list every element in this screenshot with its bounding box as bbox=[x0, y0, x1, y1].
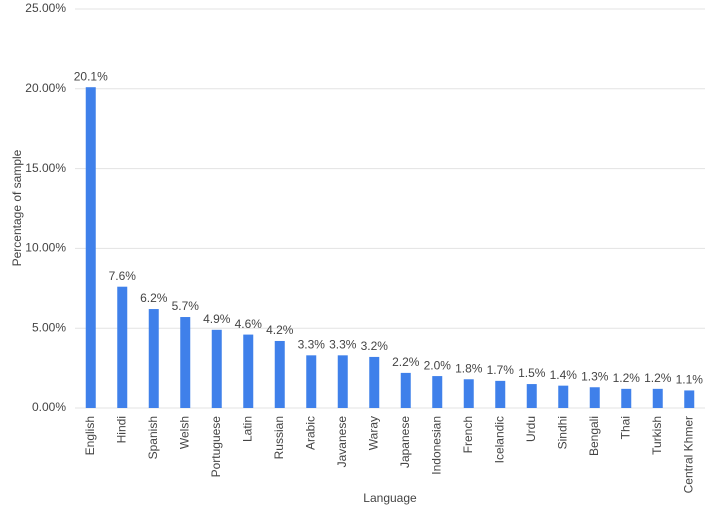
x-tick-label: Javanese bbox=[335, 416, 349, 468]
x-tick-label: Latin bbox=[240, 416, 254, 442]
x-tick-label: Japanese bbox=[398, 416, 412, 468]
x-tick-label: Indonesian bbox=[429, 416, 443, 475]
y-tick-label: 0.00% bbox=[32, 400, 66, 414]
value-label: 5.7% bbox=[172, 299, 200, 313]
value-label: 1.7% bbox=[487, 363, 515, 377]
x-axis-title: Language bbox=[363, 491, 417, 505]
y-tick-label: 15.00% bbox=[25, 161, 66, 175]
value-label: 4.6% bbox=[235, 317, 263, 331]
x-tick-label: Waray bbox=[366, 416, 380, 450]
value-label: 4.9% bbox=[203, 312, 231, 326]
value-label: 2.2% bbox=[392, 355, 420, 369]
y-axis-title: Percentage of sample bbox=[10, 149, 24, 266]
x-tick-label: Sindhi bbox=[555, 416, 569, 449]
bar bbox=[211, 329, 222, 408]
y-tick-label: 10.00% bbox=[25, 241, 66, 255]
x-tick-label: Arabic bbox=[303, 416, 317, 450]
bar bbox=[337, 355, 348, 408]
y-tick-label: 5.00% bbox=[32, 320, 66, 334]
y-tick-label: 25.00% bbox=[25, 1, 66, 15]
x-tick-label: Urdu bbox=[524, 416, 538, 442]
bar bbox=[621, 388, 632, 408]
bar bbox=[400, 372, 411, 408]
value-label: 1.2% bbox=[613, 371, 641, 385]
value-label: 6.2% bbox=[140, 291, 168, 305]
bar bbox=[589, 387, 600, 408]
x-tick-label: English bbox=[83, 416, 97, 455]
x-tick-label: Thai bbox=[618, 416, 632, 439]
x-tick-label: Icelandic bbox=[492, 416, 506, 463]
value-label: 20.1% bbox=[74, 69, 108, 83]
bar bbox=[652, 388, 663, 408]
x-tick-label: Spanish bbox=[146, 416, 160, 459]
bar bbox=[558, 385, 569, 408]
value-label: 2.0% bbox=[424, 358, 452, 372]
value-label: 1.1% bbox=[676, 373, 704, 387]
x-tick-label: Turkish bbox=[650, 416, 664, 455]
bar bbox=[85, 87, 96, 408]
x-tick-label: Welsh bbox=[177, 416, 191, 449]
bar bbox=[369, 356, 380, 408]
bar bbox=[495, 380, 506, 408]
bar bbox=[526, 384, 537, 408]
value-label: 1.2% bbox=[644, 371, 672, 385]
x-tick-label: Russian bbox=[272, 416, 286, 459]
x-tick-label: Central Khmer bbox=[681, 416, 695, 493]
bar bbox=[148, 309, 159, 408]
x-tick-label: French bbox=[461, 416, 475, 453]
value-label: 3.3% bbox=[329, 338, 357, 352]
bar bbox=[306, 355, 317, 408]
bar bbox=[243, 334, 254, 408]
value-label: 1.3% bbox=[581, 369, 609, 383]
value-label: 3.2% bbox=[361, 339, 389, 353]
value-label: 1.4% bbox=[550, 368, 578, 382]
bar bbox=[684, 390, 695, 408]
bar bbox=[432, 376, 443, 408]
bar bbox=[463, 379, 474, 408]
x-tick-label: Portuguese bbox=[209, 416, 223, 478]
bar bbox=[274, 340, 285, 408]
value-label: 7.6% bbox=[109, 269, 137, 283]
x-tick-label: Hindi bbox=[114, 416, 128, 443]
bar bbox=[117, 286, 128, 408]
y-tick-label: 20.00% bbox=[25, 81, 66, 95]
value-label: 1.8% bbox=[455, 361, 483, 375]
value-label: 4.2% bbox=[266, 323, 294, 337]
value-label: 3.3% bbox=[298, 338, 326, 352]
bar bbox=[180, 317, 191, 408]
x-tick-label: Bengali bbox=[587, 416, 601, 456]
value-label: 1.5% bbox=[518, 366, 546, 380]
